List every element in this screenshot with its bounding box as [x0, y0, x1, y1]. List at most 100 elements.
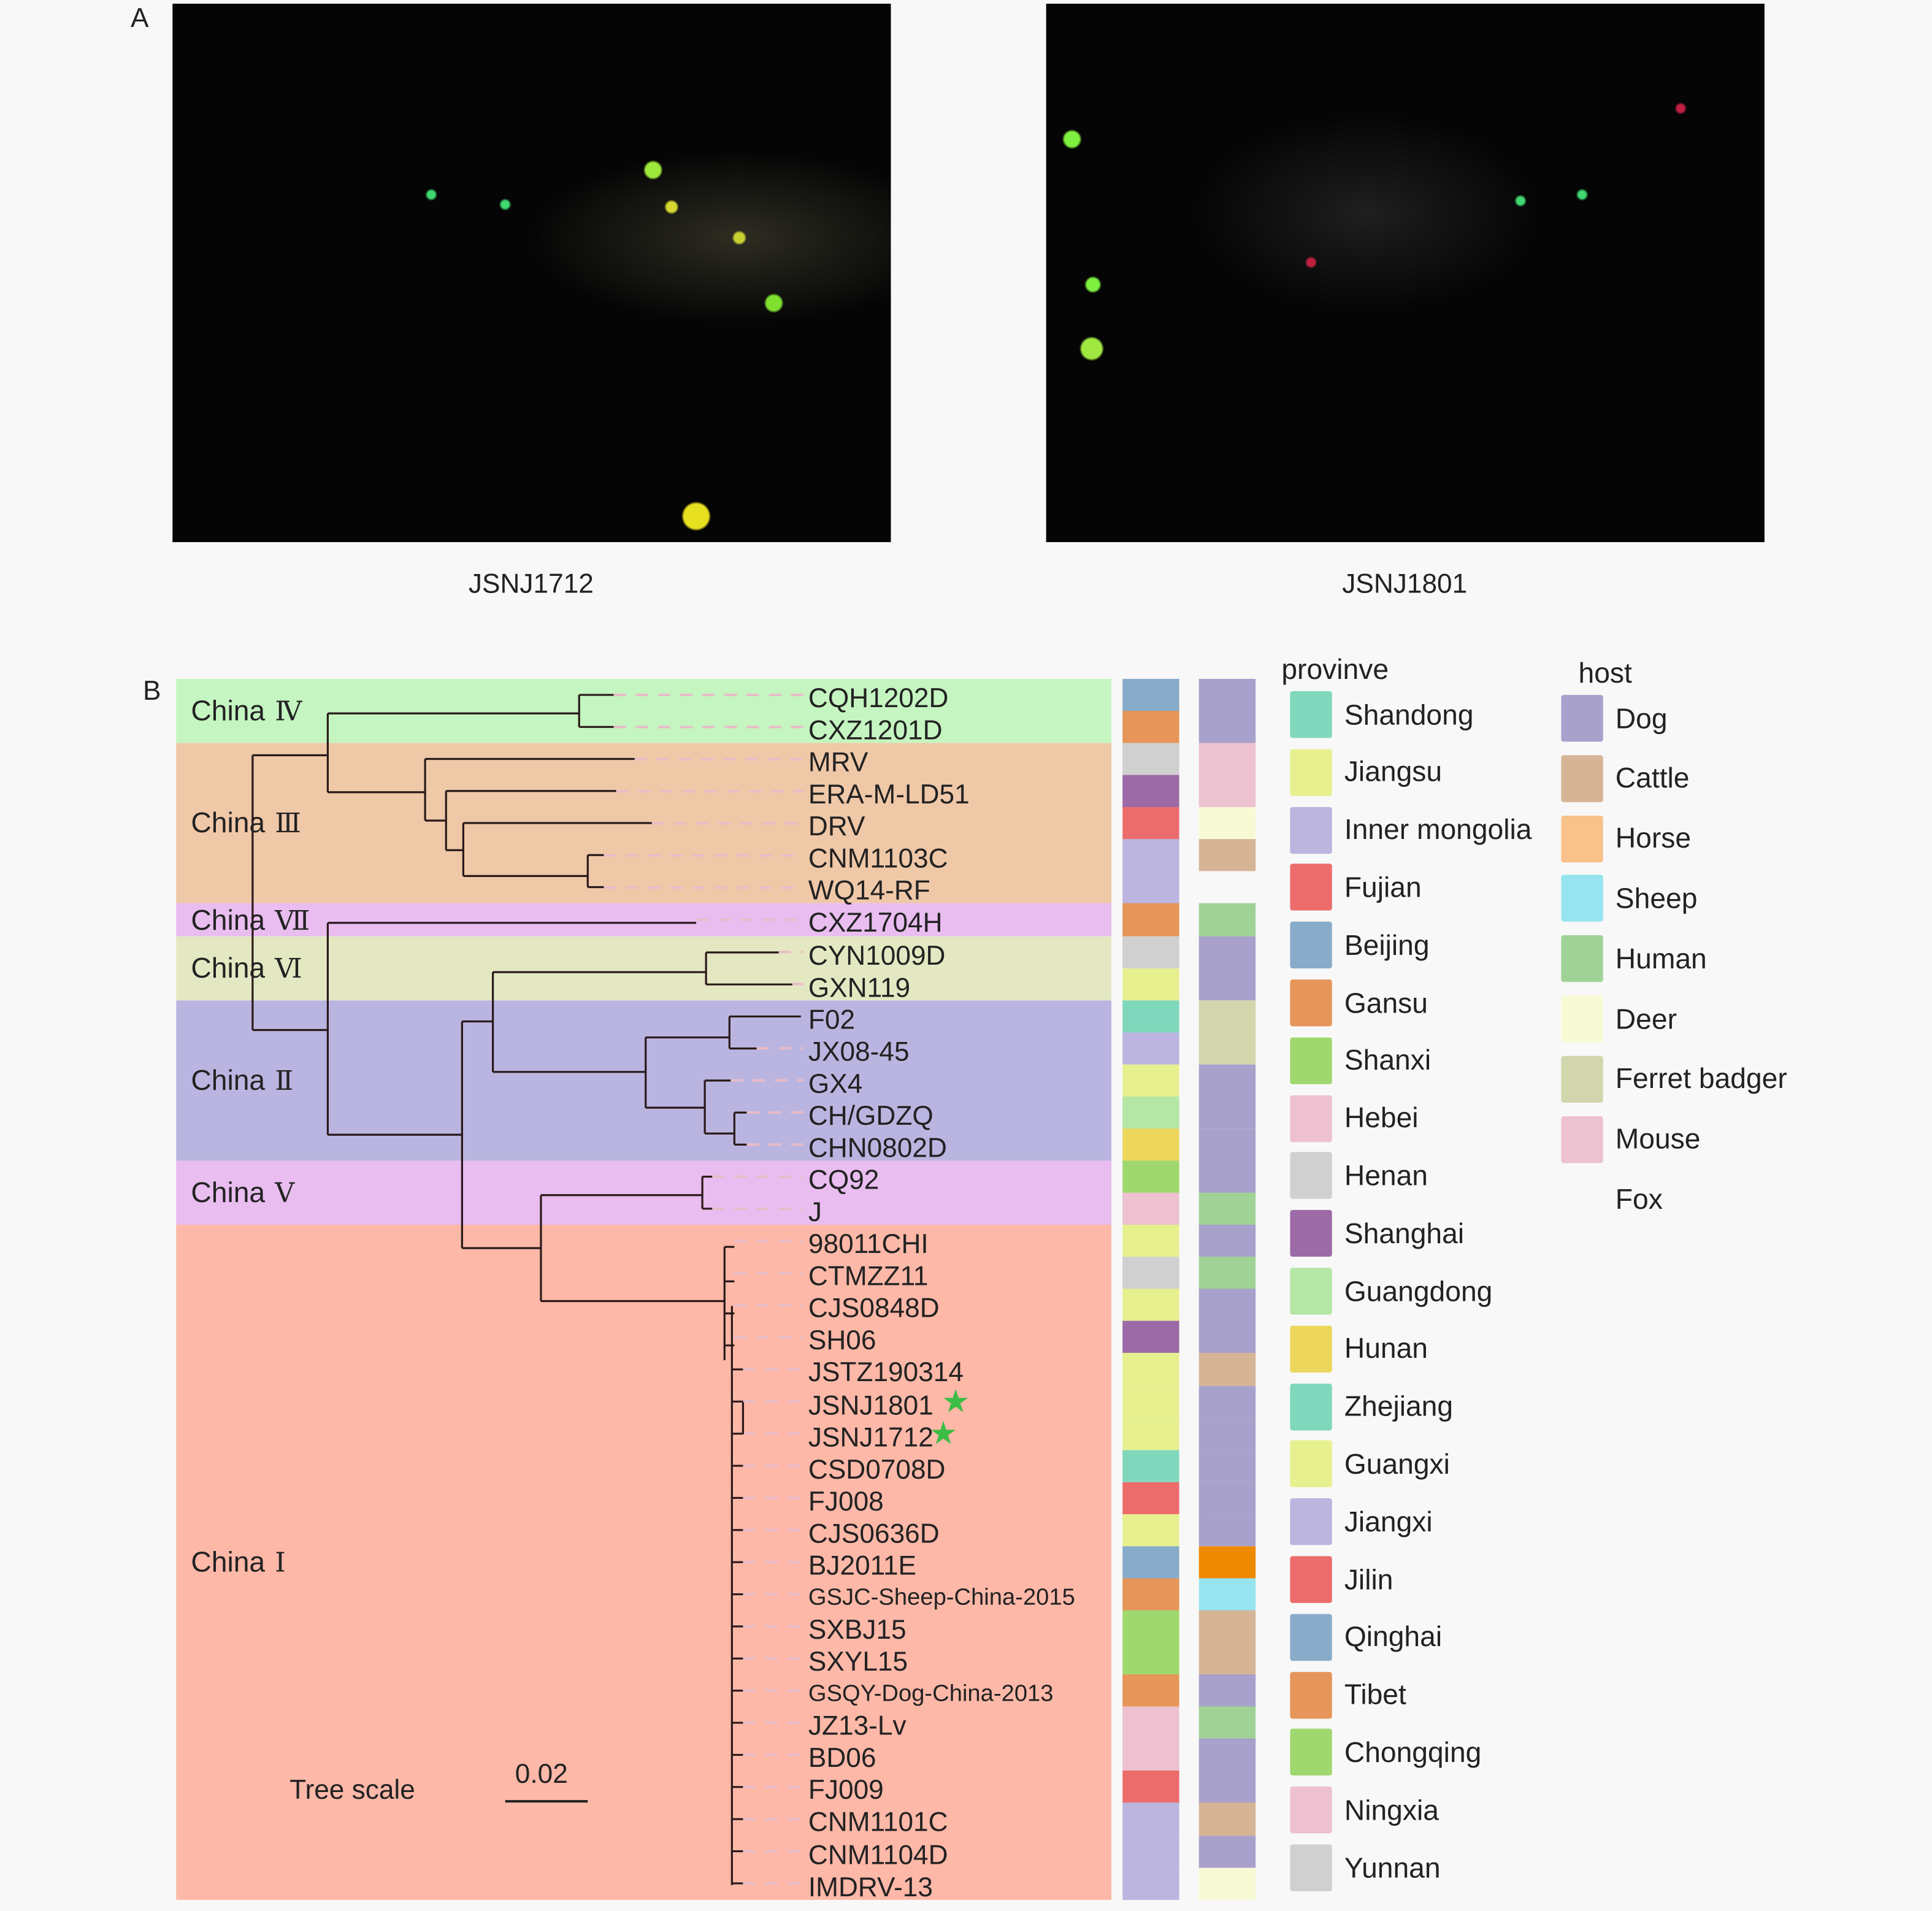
legend-swatch	[1561, 995, 1603, 1043]
province-strip-cell	[1122, 1674, 1179, 1707]
legend-swatch	[1561, 1055, 1603, 1103]
province-strip-cell	[1122, 1610, 1179, 1644]
legend-item: Henan	[1290, 1152, 1428, 1200]
host-strip-cell	[1198, 1867, 1256, 1901]
legend-swatch	[1290, 1095, 1332, 1142]
legend-label: Zhejiang	[1344, 1390, 1454, 1422]
province-strip-cell	[1122, 1385, 1179, 1419]
leaf-label: CXZ1201D	[808, 714, 943, 746]
legend-label: Qinghai	[1344, 1620, 1443, 1653]
legend-label: Shandong	[1344, 698, 1474, 730]
province-strip-cell	[1122, 1867, 1179, 1901]
leaf-label: FJ008	[808, 1487, 884, 1515]
tree-scale-bar	[505, 1800, 588, 1803]
leaf-label: GXN119	[808, 973, 910, 1001]
legend-item: Ferret badger	[1561, 1055, 1787, 1103]
legend-item: Zhejiang	[1290, 1383, 1453, 1430]
host-strip-cell	[1198, 1385, 1256, 1419]
legend-label: Fox	[1615, 1182, 1663, 1215]
legend-item: Mouse	[1561, 1116, 1701, 1163]
legend-swatch	[1290, 1671, 1332, 1718]
tree-branches	[251, 694, 801, 1885]
province-strip-cell	[1122, 1032, 1179, 1065]
host-strip-cell	[1198, 1835, 1256, 1868]
legend-item: Dog	[1561, 695, 1668, 742]
legend-item: Horse	[1561, 815, 1691, 862]
leaf-name: CTMZZ11	[808, 1260, 929, 1292]
host-strip-cell	[1198, 935, 1256, 969]
leaf-label: DRV	[808, 813, 865, 840]
leaf-name: JSNJ1712	[808, 1421, 933, 1452]
province-strip-cell	[1122, 1739, 1179, 1772]
legend-label: Ningxia	[1344, 1793, 1439, 1826]
leaf-label: CNM1103C	[808, 845, 948, 873]
leaf-name: CNM1101C	[808, 1807, 948, 1838]
leaf-label: MRV	[808, 749, 868, 776]
leaf-name: JZ13-Lv	[808, 1710, 907, 1742]
province-strip-cell	[1122, 903, 1179, 936]
legend-swatch	[1290, 1037, 1332, 1084]
leaf-name: ERA-M-LD51	[808, 779, 970, 810]
leaf-name: CHN0802D	[808, 1132, 947, 1163]
clade-label: China Ⅵ	[191, 951, 302, 984]
clade-label: China Ⅳ	[191, 694, 302, 727]
tree-scale-value: 0.02	[515, 1758, 568, 1790]
province-strip-cell	[1122, 1000, 1179, 1033]
province-strip-cell	[1122, 711, 1179, 744]
leaf-label: SXBJ15	[808, 1616, 907, 1644]
host-strip-cell	[1198, 711, 1256, 744]
leaf-label: CHN0802D	[808, 1132, 947, 1163]
leaf-name: JSNJ1801	[808, 1389, 933, 1420]
leaf-name: SXYL15	[808, 1646, 908, 1677]
leaf-label: CYN1009D	[808, 939, 946, 971]
leaf-label: 98011CHI	[808, 1230, 929, 1258]
leaf-label: SXYL15	[808, 1646, 908, 1677]
caption-jsnj1712: JSNJ1712	[468, 568, 594, 599]
legend-item: Cattle	[1561, 755, 1690, 802]
host-strip-cell	[1198, 1642, 1256, 1675]
leaf-label: CQ92	[808, 1166, 879, 1194]
legend-swatch	[1290, 1556, 1332, 1603]
host-strip-cell	[1198, 1803, 1256, 1836]
legend-item: Human	[1561, 935, 1707, 982]
province-strip-cell	[1122, 1160, 1179, 1193]
legend-label: Hunan	[1344, 1332, 1428, 1365]
province-strip-cell	[1122, 1192, 1179, 1226]
province-strip-cell	[1122, 1835, 1179, 1868]
leaf-name: J	[808, 1196, 822, 1228]
leaf-label: JZ13-Lv	[808, 1710, 907, 1742]
leaf-label: CSD0708D	[808, 1455, 946, 1483]
host-strip-cell	[1198, 1514, 1256, 1547]
legend-label: Cattle	[1615, 762, 1690, 794]
leaf-name: CYN1009D	[808, 939, 946, 971]
host-strip-cell	[1198, 871, 1256, 905]
host-strip-cell	[1198, 678, 1256, 712]
leaf-label: ERA-M-LD51	[808, 781, 970, 808]
panel-b-letter: B	[143, 675, 161, 707]
leaf-label: CNM1104D	[808, 1839, 948, 1870]
legend-label: Jiangxi	[1344, 1505, 1433, 1538]
clade-name: China	[191, 1545, 266, 1578]
legend-label: Yunnan	[1344, 1851, 1441, 1883]
clade-name: China	[191, 951, 266, 984]
host-strip-cell	[1198, 775, 1256, 808]
legend-swatch	[1561, 695, 1603, 742]
leaf-name: FJ009	[808, 1774, 884, 1806]
host-strip-cell	[1198, 839, 1256, 873]
legend-item: Chongqing	[1290, 1729, 1481, 1776]
province-strip-cell	[1122, 1289, 1179, 1322]
legend-item: Jilin	[1290, 1556, 1393, 1603]
leaf-name: CXZ1201D	[808, 714, 943, 746]
leaf-name: CNM1104D	[808, 1839, 948, 1870]
host-strip-cell	[1198, 1160, 1256, 1193]
leaf-label: CXZ1704H	[808, 910, 943, 937]
legend-item: Sheep	[1561, 875, 1697, 922]
legend-label: Hebei	[1344, 1101, 1419, 1134]
leaf-label: JSNJ1801 ★	[808, 1384, 970, 1420]
leaf-label: GSJC-Sheep-China-2015	[808, 1586, 1075, 1609]
clade-label: China Ⅴ	[191, 1176, 294, 1209]
leaf-label: CTMZZ11	[808, 1263, 929, 1290]
clade-label: China Ⅲ	[191, 807, 301, 840]
caption-jsnj1801: JSNJ1801	[1342, 568, 1468, 599]
